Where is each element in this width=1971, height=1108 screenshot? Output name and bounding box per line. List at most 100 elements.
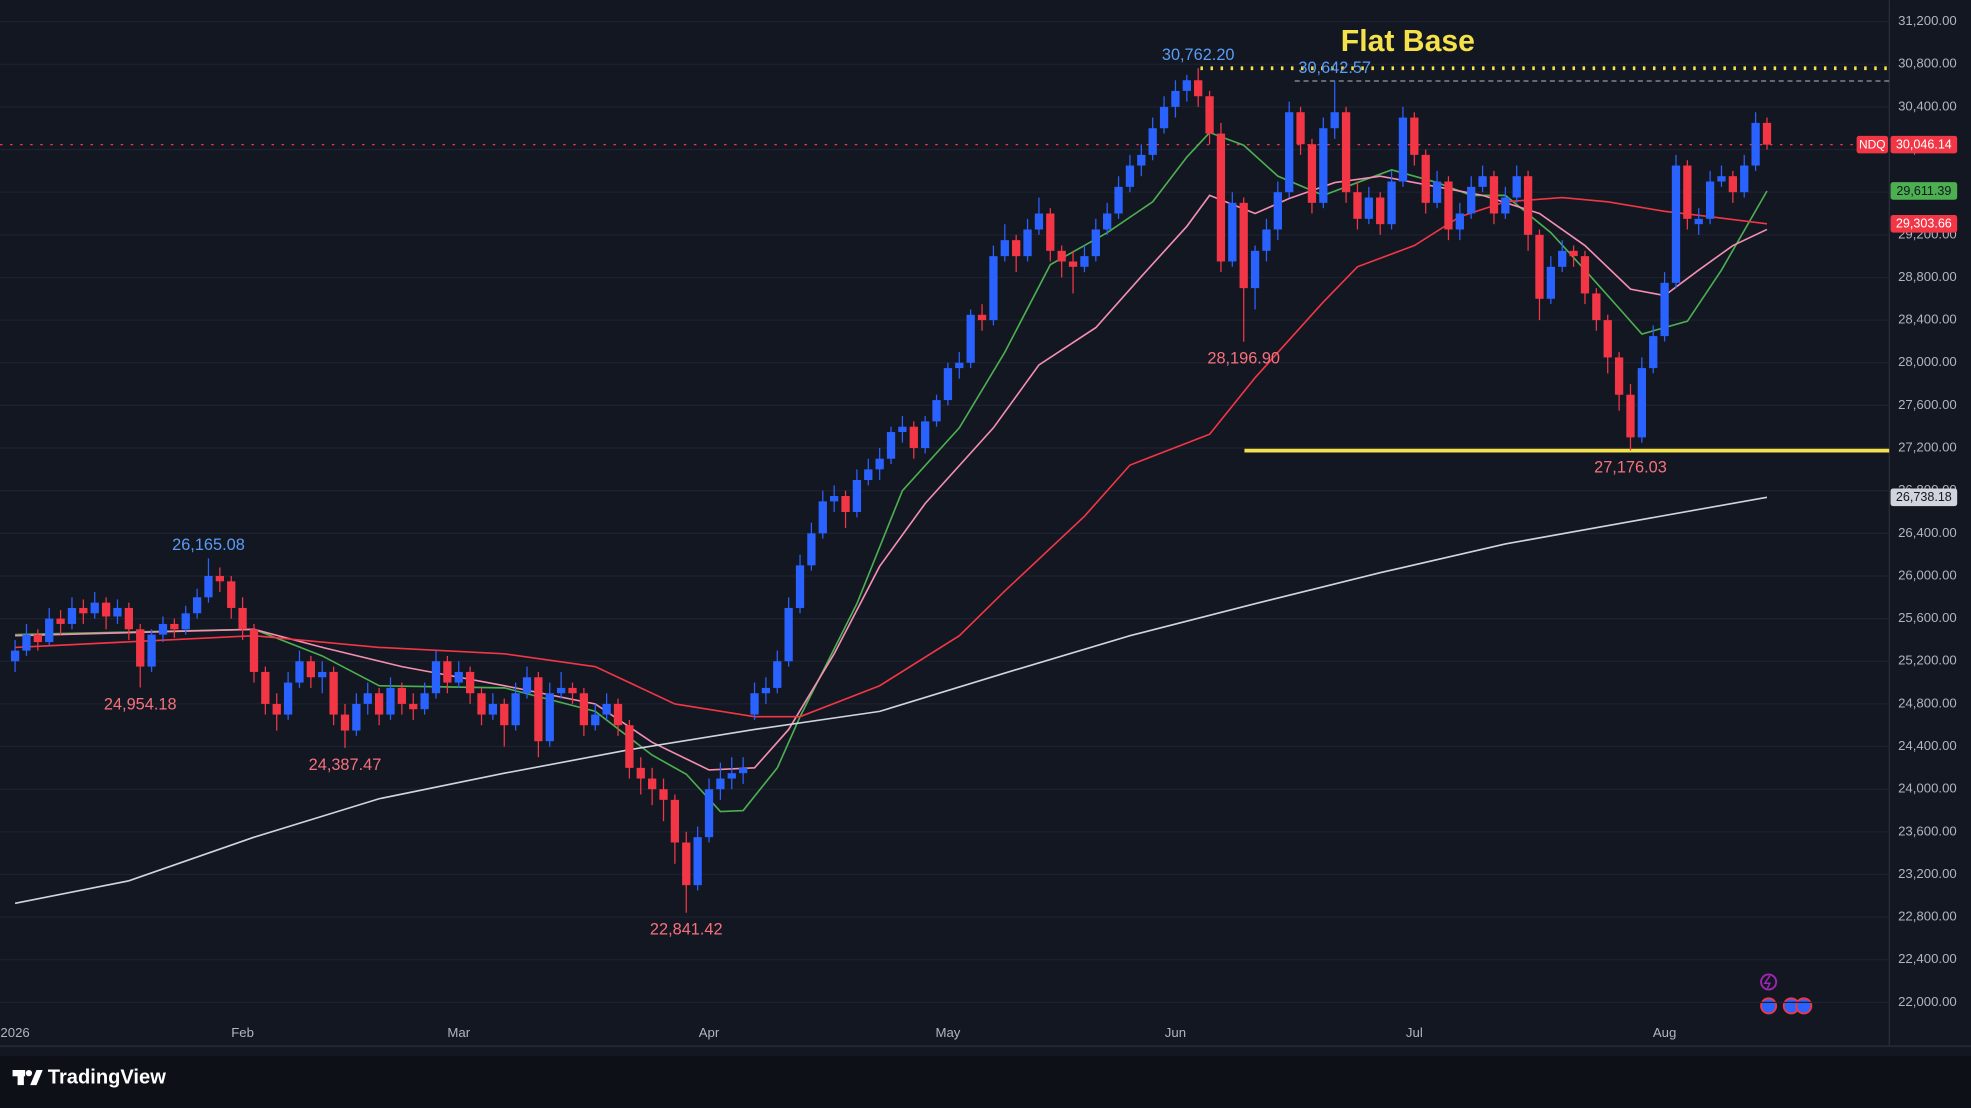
candle-body — [898, 426, 907, 433]
candle-body — [22, 634, 31, 651]
candle-body — [374, 693, 384, 715]
candle-body — [1239, 202, 1248, 289]
candle-body — [693, 837, 702, 886]
candle-body — [1205, 96, 1214, 134]
candle-body — [306, 661, 316, 678]
candle-body — [181, 613, 190, 630]
price-tag — [1890, 214, 1958, 233]
candle-body — [1012, 240, 1021, 257]
candle-body — [272, 703, 281, 715]
candle-body — [124, 607, 133, 630]
candle-body — [943, 368, 953, 401]
candle-body — [1478, 176, 1487, 187]
y-tick-label: 28,000.00 — [1898, 354, 1957, 369]
y-tick-label: 23,200.00 — [1898, 866, 1957, 881]
candle-body — [1182, 80, 1191, 91]
candle-body — [1649, 336, 1658, 369]
x-tick-label: May — [935, 1025, 960, 1040]
icon — [1760, 973, 1778, 991]
candle-body — [45, 618, 54, 643]
y-tick-label: 25,200.00 — [1898, 653, 1957, 668]
candle-body — [488, 703, 498, 715]
candle-body — [329, 671, 338, 715]
candle-body — [431, 661, 441, 694]
brand-logo: TradingView — [12, 1066, 166, 1088]
candle-body — [1637, 368, 1646, 438]
candle-body — [56, 618, 65, 624]
candle-body — [579, 693, 589, 726]
candle-body — [1296, 112, 1305, 145]
price-tag-label: 29,303.66 — [1896, 217, 1952, 231]
candle-body — [955, 362, 964, 369]
candle-body — [1307, 144, 1317, 203]
y-tick-label: 27,200.00 — [1898, 440, 1957, 455]
candle-body — [170, 623, 179, 630]
candle-body — [511, 693, 520, 726]
candle-body — [227, 581, 236, 608]
y-tick-label: 26,400.00 — [1898, 525, 1957, 540]
candle-body — [454, 671, 463, 683]
y-tick-label: 24,000.00 — [1898, 781, 1957, 796]
logo-shape — [25, 1070, 33, 1077]
price-annotation: 30,642.57 — [1298, 59, 1371, 77]
candle-body — [283, 682, 293, 715]
candle-body — [1717, 176, 1726, 182]
candle-body — [215, 575, 225, 582]
candle-body — [773, 661, 782, 688]
candle-body — [1444, 181, 1453, 230]
candle-body — [1728, 176, 1738, 193]
candle-body — [136, 629, 145, 667]
price-tag-label: 30,046.14 — [1896, 138, 1952, 152]
footer — [0, 1056, 1971, 1108]
candle-body — [966, 314, 975, 363]
candle-body — [750, 693, 759, 715]
price-annotation: 26,165.08 — [172, 536, 245, 554]
x-tick-label: Apr — [699, 1025, 720, 1040]
candle-body — [716, 778, 725, 790]
y-tick-label: 22,000.00 — [1898, 994, 1957, 1009]
y-tick-label: 26,000.00 — [1898, 567, 1957, 582]
candle-body — [613, 703, 623, 726]
x-tick-label: Feb — [231, 1025, 254, 1040]
candle-body — [1341, 112, 1351, 193]
candle-body — [830, 496, 839, 502]
candle-body — [1285, 112, 1294, 193]
price-tag — [1890, 135, 1958, 154]
candle-body — [318, 671, 327, 678]
candle-body — [1159, 106, 1169, 129]
candle-body — [852, 480, 862, 513]
candle-body — [1489, 176, 1499, 214]
symbol-tag-label: NDQ — [1859, 137, 1886, 151]
candle-body — [363, 693, 372, 704]
candle-body — [682, 842, 691, 886]
price-annotation: 24,387.47 — [309, 756, 382, 774]
candle-body — [397, 687, 407, 704]
candle-body — [192, 597, 202, 614]
candle-body — [1683, 165, 1692, 219]
candle-body — [932, 400, 941, 422]
candle-body — [1330, 112, 1339, 129]
candle-body — [1080, 256, 1089, 267]
candle-body — [1068, 261, 1078, 267]
candle-body — [33, 634, 42, 643]
plot-area — [0, 20, 1890, 1004]
candle-body — [409, 703, 418, 710]
icon — [1763, 975, 1772, 989]
candle-body — [249, 629, 259, 672]
candle-body — [1103, 213, 1112, 230]
candle-body — [1228, 202, 1237, 262]
candle-body — [67, 607, 77, 624]
candle-body — [443, 661, 452, 683]
candle-body — [1376, 197, 1385, 225]
candle-body — [841, 496, 850, 513]
candle-body — [807, 533, 816, 566]
candle-body — [1523, 176, 1533, 235]
icon — [1795, 997, 1813, 1015]
y-tick-label: 25,600.00 — [1898, 610, 1957, 625]
candle-body — [875, 458, 884, 470]
candle-body — [1398, 117, 1408, 182]
candle-body — [1057, 250, 1066, 262]
note: Flat Base — [1341, 25, 1475, 58]
candle-body — [670, 799, 680, 843]
